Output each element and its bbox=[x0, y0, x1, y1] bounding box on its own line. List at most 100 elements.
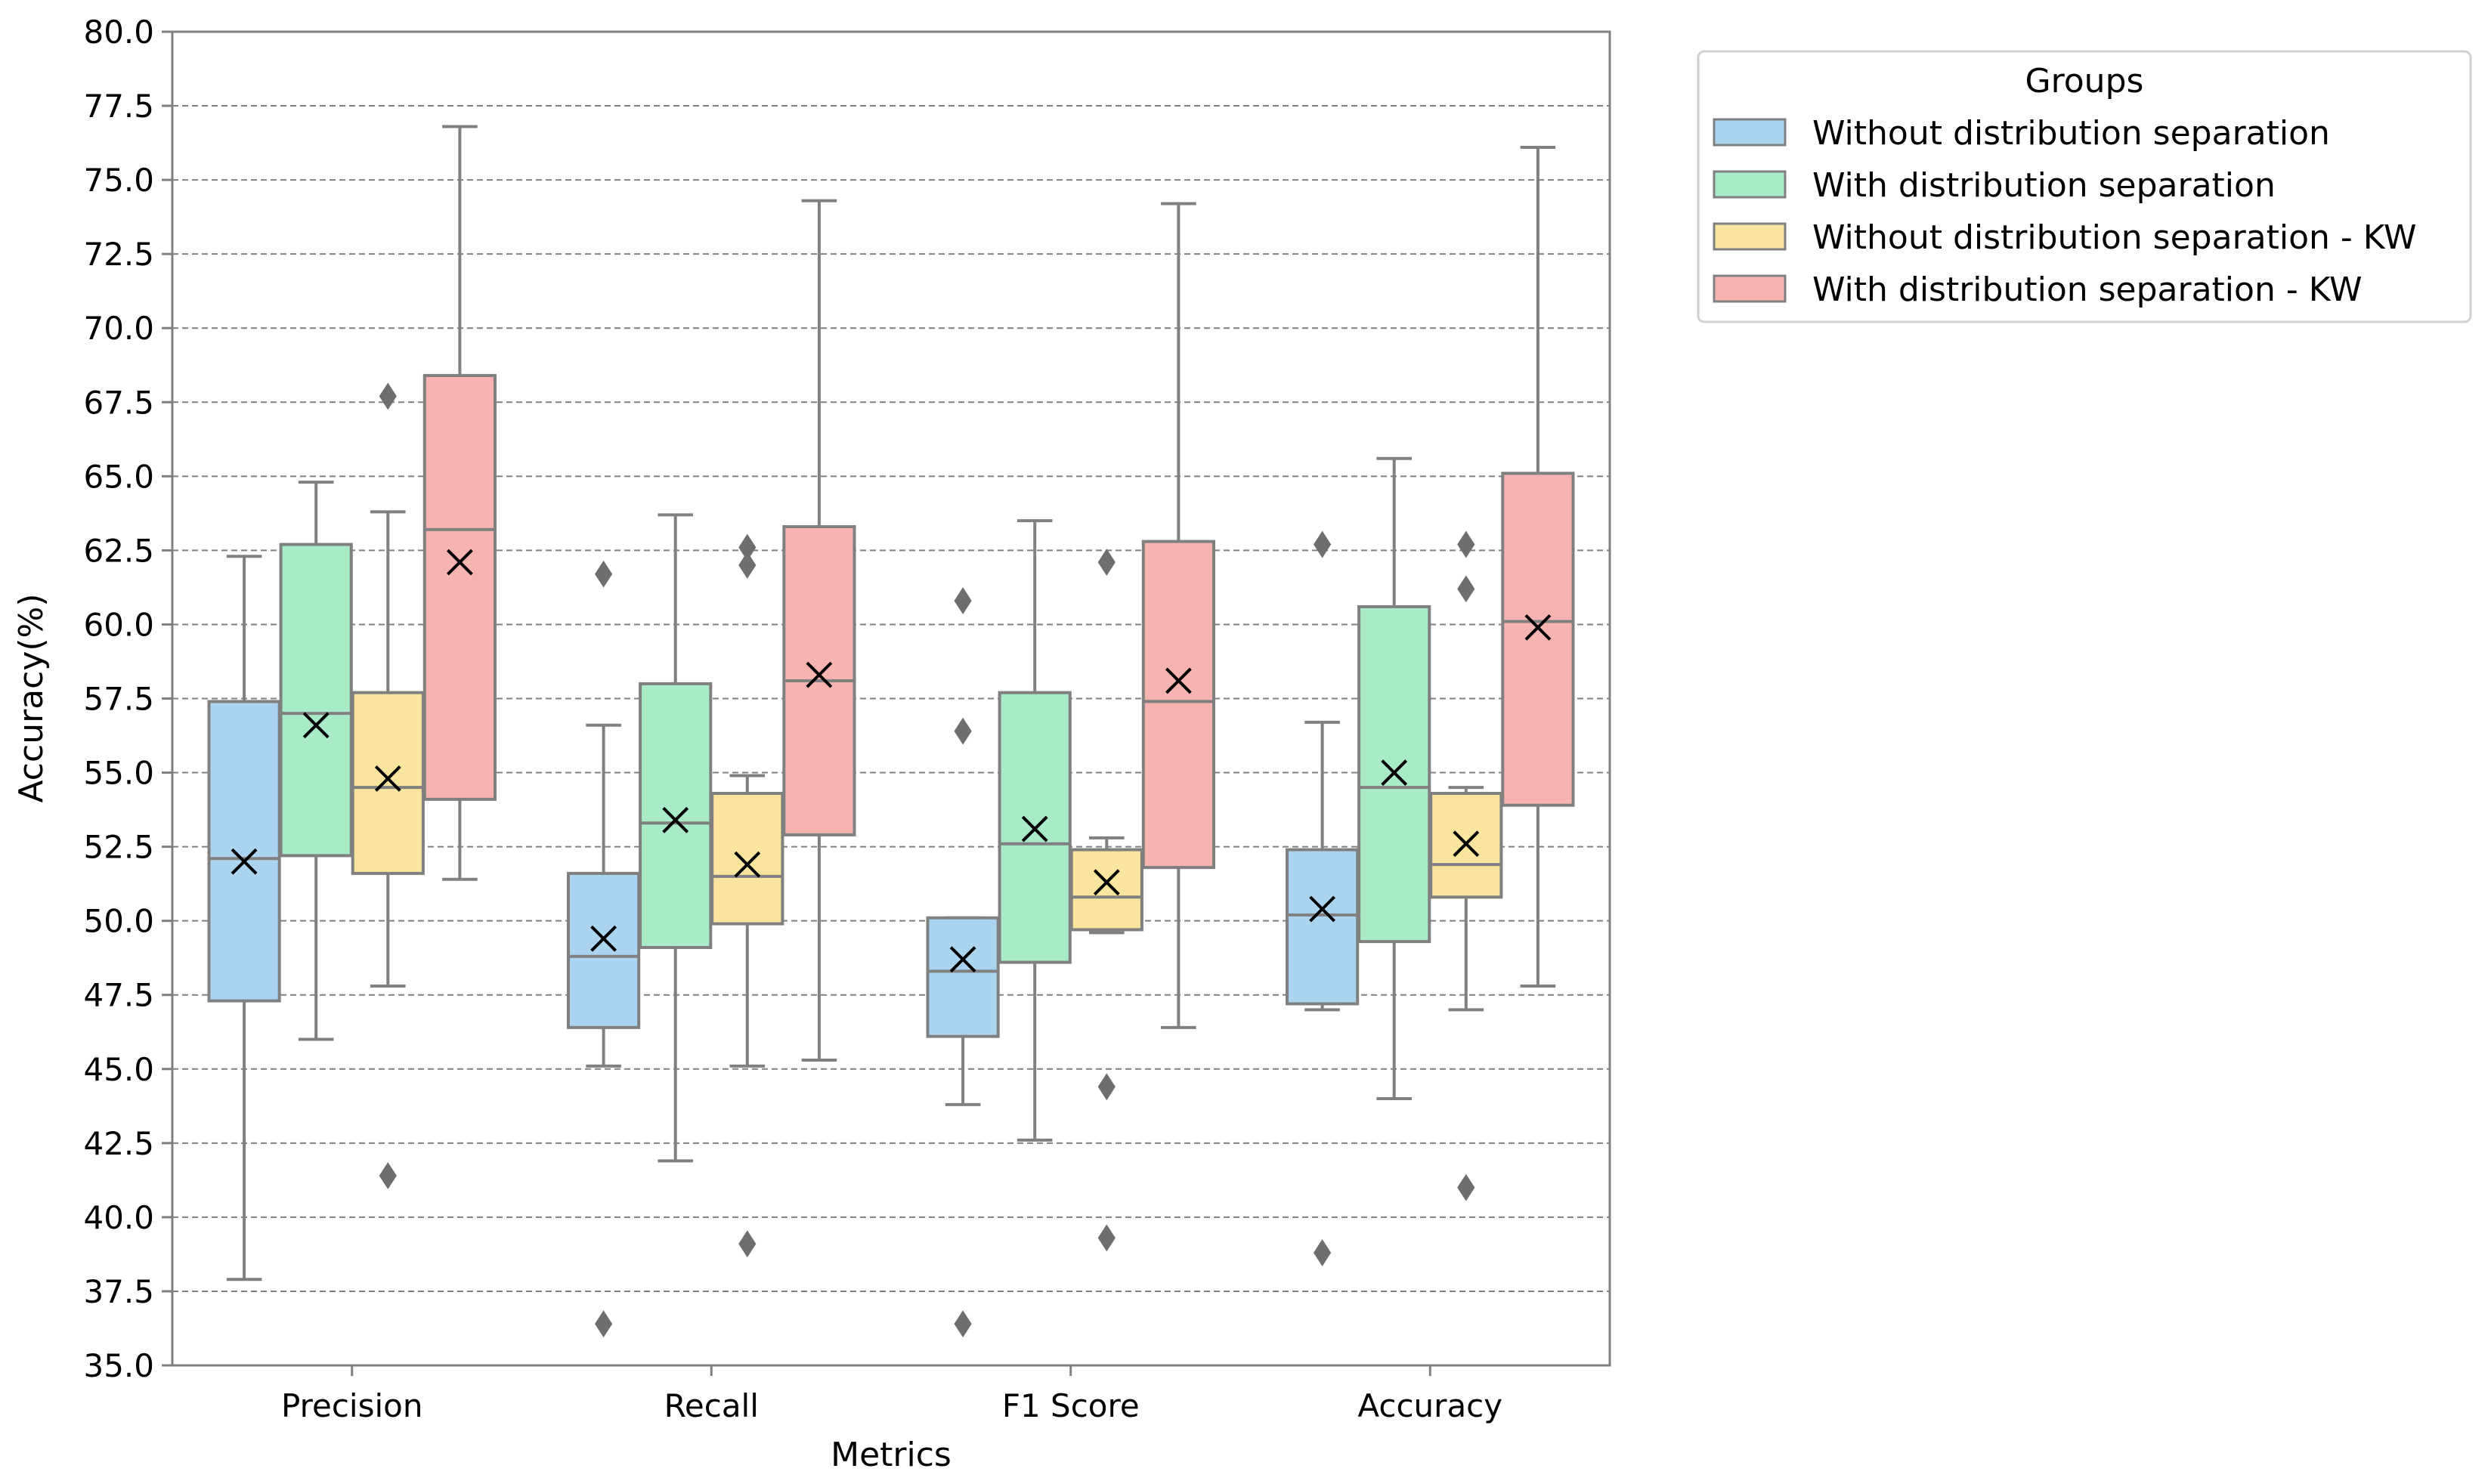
y-tick-label: 42.5 bbox=[83, 1125, 154, 1162]
box-without-distribution-separation-kw-accuracy bbox=[1429, 530, 1503, 1201]
y-tick-label: 62.5 bbox=[83, 532, 154, 569]
box-iqr bbox=[567, 871, 641, 1029]
y-tick-label: 50.0 bbox=[83, 903, 154, 940]
box-without-distribution-separation-kw-recall bbox=[710, 533, 784, 1258]
legend-label: Without distribution separation - KW bbox=[1812, 218, 2417, 257]
outlier-point bbox=[954, 717, 972, 745]
box-iqr bbox=[926, 916, 1000, 1038]
legend-entries: Without distribution separation With dist… bbox=[1713, 114, 2417, 309]
box-with-distribution-separation-kw-f1-score bbox=[1141, 202, 1215, 1029]
legend-swatch bbox=[1713, 118, 1787, 147]
box-with-distribution-separation-recall bbox=[639, 513, 713, 1163]
legend-title: Groups bbox=[2025, 62, 2144, 100]
box-iqr bbox=[639, 682, 713, 949]
outlier-point bbox=[954, 587, 972, 614]
box-with-distribution-separation-kw-accuracy bbox=[1501, 145, 1575, 988]
axes: 35.0 37.5 40.0 42.5 45.0 47.5 50.0 52.5 55.0 57.5… bbox=[83, 14, 1502, 1424]
y-tick-label: 40.0 bbox=[83, 1199, 154, 1236]
y-tick-label: 47.5 bbox=[83, 977, 154, 1014]
box-iqr bbox=[1141, 539, 1215, 870]
y-tick-label: 35.0 bbox=[83, 1347, 154, 1384]
legend-swatch bbox=[1713, 222, 1787, 251]
y-tick-label: 52.5 bbox=[83, 829, 154, 866]
outlier-point bbox=[1097, 1224, 1116, 1252]
mean-marker bbox=[1093, 869, 1120, 896]
box-iqr bbox=[1501, 471, 1575, 807]
box-iqr bbox=[207, 700, 281, 1003]
box-with-distribution-separation-accuracy bbox=[1357, 456, 1431, 1100]
outlier-point bbox=[1457, 1173, 1475, 1201]
outlier-point bbox=[1097, 549, 1116, 576]
legend-swatch bbox=[1713, 274, 1787, 303]
mean-marker bbox=[231, 848, 258, 875]
outlier-point bbox=[1457, 530, 1475, 558]
box-with-distribution-separation-kw-recall bbox=[782, 199, 856, 1062]
mean-marker bbox=[1309, 895, 1336, 923]
outlier-point bbox=[1097, 1073, 1116, 1101]
outlier-point bbox=[1314, 530, 1332, 558]
mean-marker bbox=[1021, 815, 1048, 842]
mean-marker bbox=[1453, 830, 1480, 858]
outlier-point bbox=[379, 382, 397, 410]
x-axis-title: Metrics bbox=[831, 1436, 952, 1474]
legend-swatch bbox=[1713, 170, 1787, 199]
mean-marker bbox=[374, 765, 401, 792]
box-with-distribution-separation-kw-precision bbox=[422, 125, 497, 881]
mean-marker bbox=[446, 549, 473, 576]
y-tick-label: 80.0 bbox=[83, 14, 154, 51]
x-tick-label: F1 Score bbox=[1002, 1387, 1140, 1424]
y-tick-label: 45.0 bbox=[83, 1051, 154, 1088]
mean-marker bbox=[302, 712, 330, 739]
y-tick-label: 65.0 bbox=[83, 458, 154, 495]
legend-frame bbox=[1697, 50, 2472, 323]
mean-marker bbox=[734, 851, 761, 878]
y-tick-label: 37.5 bbox=[83, 1273, 154, 1310]
box-with-distribution-separation-precision bbox=[279, 481, 353, 1041]
x-tick-label: Recall bbox=[664, 1387, 759, 1424]
y-tick-label: 60.0 bbox=[83, 606, 154, 643]
box-without-distribution-separation-f1-score bbox=[926, 587, 1000, 1338]
legend-label: With distribution separation - KW bbox=[1812, 271, 2362, 309]
box-iqr bbox=[422, 373, 497, 801]
y-tick-label: 55.0 bbox=[83, 755, 154, 792]
y-tick-label: 57.5 bbox=[83, 681, 154, 718]
outlier-point bbox=[954, 1310, 972, 1338]
x-tick-label: Accuracy bbox=[1357, 1387, 1502, 1424]
outlier-point bbox=[1457, 575, 1475, 603]
legend-label: With distribution separation bbox=[1812, 166, 2276, 205]
y-axis-title: Accuracy(%) bbox=[12, 593, 51, 802]
outlier-point bbox=[1314, 1239, 1332, 1266]
mean-marker bbox=[1165, 667, 1192, 694]
box-iqr bbox=[710, 792, 784, 926]
mean-marker bbox=[1524, 614, 1552, 641]
box-iqr bbox=[1069, 848, 1143, 932]
legend-label: Without distribution separation bbox=[1812, 114, 2330, 153]
outlier-point bbox=[379, 1162, 397, 1189]
box-iqr bbox=[1286, 848, 1360, 1006]
outlier-point bbox=[738, 552, 757, 579]
mean-marker bbox=[949, 946, 976, 973]
y-tick-label: 70.0 bbox=[83, 310, 154, 347]
mean-marker bbox=[662, 806, 689, 833]
boxes bbox=[207, 125, 1575, 1338]
mean-marker bbox=[1381, 759, 1408, 786]
x-tick-label: Precision bbox=[281, 1387, 422, 1424]
box-without-distribution-separation-accuracy bbox=[1286, 530, 1360, 1266]
box-without-distribution-separation-kw-f1-score bbox=[1069, 549, 1143, 1252]
legend: Groups Without distribution separationWi… bbox=[1697, 50, 2472, 323]
outlier-point bbox=[738, 1230, 757, 1258]
y-tick-label: 77.5 bbox=[83, 88, 154, 125]
mean-marker bbox=[806, 661, 833, 688]
box-with-distribution-separation-f1-score bbox=[998, 519, 1072, 1142]
box-without-distribution-separation-precision bbox=[207, 555, 281, 1281]
y-tick-label: 67.5 bbox=[83, 384, 154, 421]
box-iqr bbox=[279, 543, 353, 858]
box-iqr bbox=[351, 691, 425, 875]
outlier-point bbox=[595, 1310, 613, 1338]
outlier-point bbox=[595, 560, 613, 588]
box-iqr bbox=[998, 691, 1072, 964]
y-tick-label: 72.5 bbox=[83, 236, 154, 273]
mean-marker bbox=[590, 925, 617, 952]
box-without-distribution-separation-kw-precision bbox=[351, 382, 425, 1189]
